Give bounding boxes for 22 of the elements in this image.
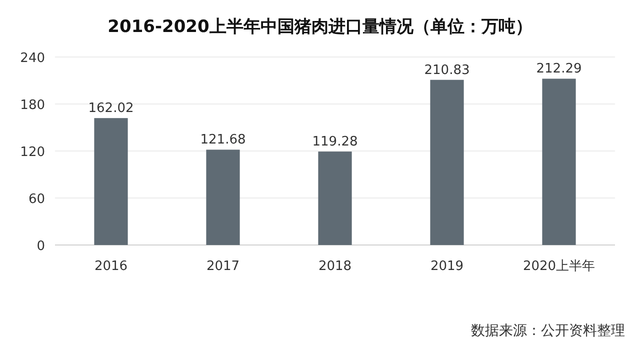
x-tick-label: 2016 xyxy=(94,259,128,274)
y-tick-label: 60 xyxy=(28,192,45,207)
bar xyxy=(94,118,128,245)
bar xyxy=(206,150,240,245)
bar xyxy=(318,152,352,245)
x-tick-label: 2018 xyxy=(318,259,352,274)
chart-title: 2016-2020上半年中国猪肉进口量情况（单位：万吨） xyxy=(108,17,532,37)
bar xyxy=(430,80,464,245)
x-tick-label: 2017 xyxy=(206,259,240,274)
data-label: 210.83 xyxy=(424,62,470,78)
data-label: 121.68 xyxy=(200,132,246,148)
y-tick-label: 0 xyxy=(36,239,45,254)
y-tick-label: 240 xyxy=(20,51,45,66)
source-note: 数据来源：公开资料整理 xyxy=(471,323,625,339)
bar xyxy=(542,78,576,245)
y-tick-label: 180 xyxy=(20,98,45,113)
data-label: 119.28 xyxy=(312,134,358,150)
x-tick-label: 2019 xyxy=(430,259,464,274)
data-label: 162.02 xyxy=(88,101,134,116)
y-tick-label: 120 xyxy=(20,145,45,160)
x-tick-label: 2020上半年 xyxy=(522,259,596,274)
data-label: 212.29 xyxy=(536,62,582,77)
